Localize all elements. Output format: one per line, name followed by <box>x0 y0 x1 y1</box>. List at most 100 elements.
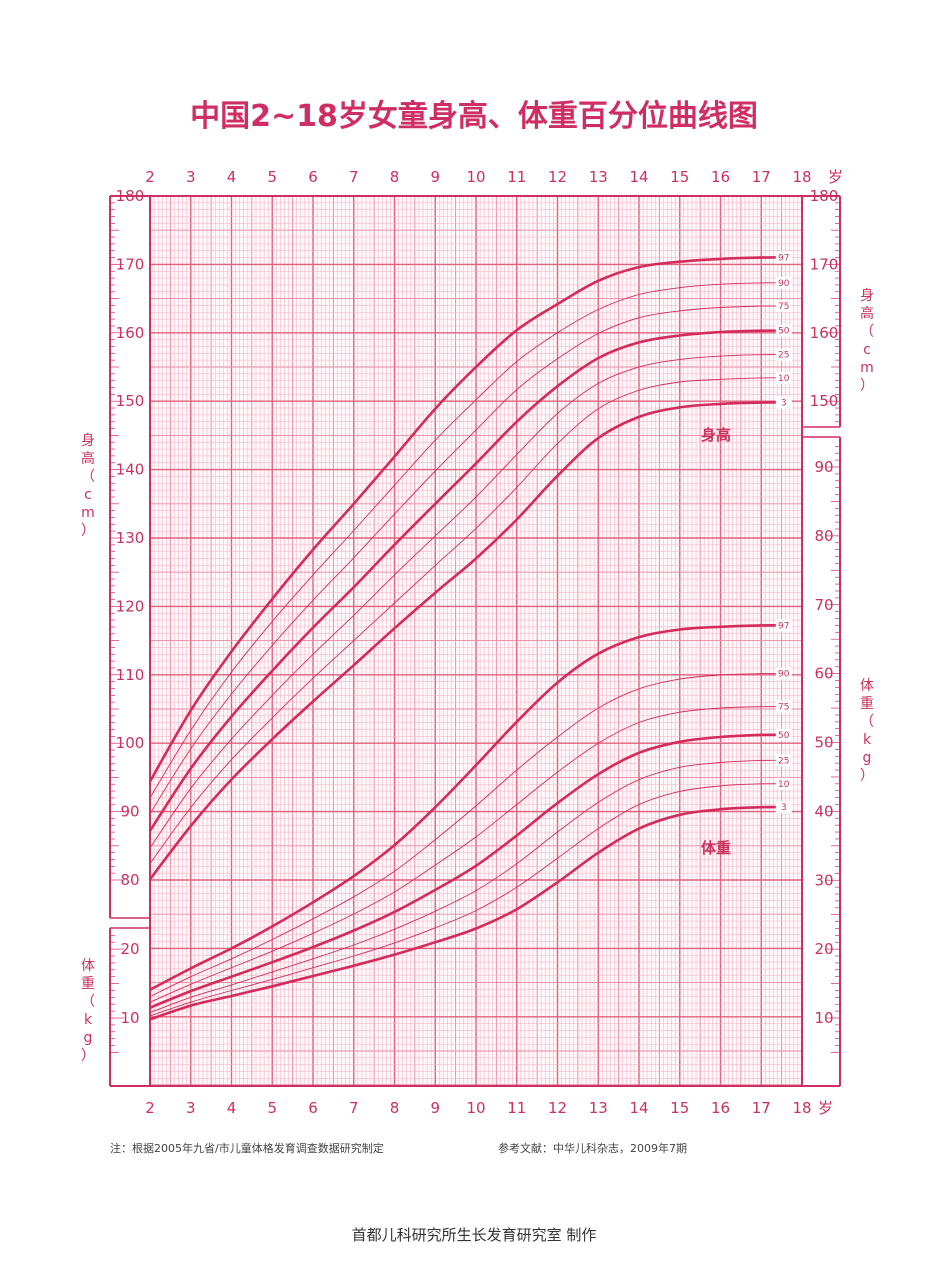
height-percentile-label-p75: 75 <box>778 302 789 312</box>
x-tick-label-top: 18 <box>792 168 811 186</box>
height-curve-p3 <box>148 401 790 881</box>
weight-label-bg-p50 <box>775 728 792 741</box>
height-axis-title-right: 高 <box>860 305 874 322</box>
x-tick-label-top: 10 <box>466 168 485 186</box>
height-axis-title-left: c <box>84 487 92 503</box>
x-tick-label-bottom: 17 <box>752 1099 771 1117</box>
x-tick-label-top: 12 <box>548 168 567 186</box>
weight-tick-label-right: 30 <box>814 871 833 889</box>
height-percentile-label-p90: 90 <box>778 279 790 289</box>
x-tick-label-bottom: 14 <box>629 1099 648 1117</box>
x-tick-label-top: 7 <box>349 168 359 186</box>
weight-axis-title-right: k <box>863 732 872 748</box>
x-tick-label-bottom: 7 <box>349 1099 359 1117</box>
weight-axis-title-left: ） <box>81 1048 95 1064</box>
x-tick-label-top: 14 <box>629 168 648 186</box>
height-label-bg-p75 <box>775 300 792 313</box>
weight-tick-label-right: 10 <box>814 1009 833 1027</box>
weight-axis-title-right: 重 <box>860 696 874 712</box>
height-axis-title-left: m <box>81 505 95 521</box>
weight-tick-label-right: 70 <box>814 596 833 614</box>
height-axis-title-right: m <box>860 360 874 376</box>
height-label-bg-p25 <box>775 348 792 361</box>
x-tick-label-bottom: 4 <box>227 1099 237 1117</box>
height-tick-label-left: 90 <box>120 803 139 821</box>
x-tick-label-top: 2 <box>145 168 155 186</box>
weight-label-bg-p97 <box>775 619 792 632</box>
height-percentile-label-p97: 97 <box>778 254 789 264</box>
height-tick-label-left: 160 <box>116 324 145 342</box>
height-tick-label-left: 110 <box>116 666 145 684</box>
height-tick-label-left: 120 <box>116 597 145 615</box>
weight-curve-p97 <box>149 624 790 991</box>
weight-axis-title-right: （ <box>860 714 874 730</box>
weight-tick-label-right: 40 <box>814 802 833 820</box>
chart-frame <box>109 195 841 1087</box>
height-label-bg-p90 <box>775 276 792 289</box>
x-tick-label-bottom: 18 <box>792 1099 811 1117</box>
x-tick-label-bottom: 10 <box>466 1099 485 1117</box>
height-tick-label-left: 140 <box>116 461 145 479</box>
weight-axis-title-left: （ <box>81 994 95 1010</box>
height-tick-label-right: 170 <box>810 255 839 273</box>
weight-label-bg-p25 <box>775 754 792 767</box>
weight-axis-title-right: 体 <box>860 678 874 694</box>
height-axis-title-right: 身 <box>860 288 874 304</box>
axis-labels: 2 2 3 3 4 4 5 5 6 6 7 7 8 8 9 9 10 10 11 11 12 12 13 13 14 14 15 15… <box>81 168 874 1117</box>
grid <box>149 195 803 1086</box>
x-tick-label-bottom: 9 <box>430 1099 440 1117</box>
weight-tick-label-right: 60 <box>814 665 833 683</box>
weight-axis-title-right: g <box>863 750 872 766</box>
weight-tick-label-right: 20 <box>814 940 833 958</box>
weight-percentile-label-p3: 3 <box>781 803 787 813</box>
source-note: 注：根据2005年九省/市儿童体格发育调查数据研究制定 <box>110 1141 384 1155</box>
height-label-bg-p97 <box>775 251 792 264</box>
weight-curve-p3 <box>149 805 790 1021</box>
weight-percentile-label-p50: 50 <box>778 731 790 741</box>
footer-credit: 首都儿科研究所生长发育研究室 制作 <box>352 1226 597 1244</box>
x-tick-label-bottom: 3 <box>186 1099 196 1117</box>
weight-curve-label: 体重 <box>701 839 731 857</box>
x-tick-label-bottom: 11 <box>507 1099 526 1117</box>
x-tick-label-bottom: 12 <box>548 1099 567 1117</box>
weight-curve-p10 <box>149 783 790 1017</box>
height-percentile-label-p10: 10 <box>778 374 790 384</box>
height-tick-label-left: 150 <box>116 392 145 410</box>
x-tick-label-bottom: 16 <box>711 1099 730 1117</box>
height-axis-title-right: （ <box>860 324 874 340</box>
height-curve-label: 身高 <box>701 426 731 444</box>
height-curve-p90 <box>149 282 790 799</box>
height-axis-title-right: ） <box>860 378 874 394</box>
chart-title: 中国2~18岁女童身高、体重百分位曲线图 <box>190 99 758 134</box>
weight-tick-label-right: 80 <box>814 527 833 545</box>
weight-label-bg-p75 <box>775 700 792 713</box>
weight-percentile-label-p75: 75 <box>778 703 789 713</box>
x-tick-label-top: 4 <box>227 168 237 186</box>
weight-percentile-label-p97: 97 <box>778 621 789 631</box>
weight-axis-title-left: 体 <box>81 958 95 974</box>
weight-curve-p25 <box>149 759 790 1013</box>
x-tick-label-top: 17 <box>752 168 771 186</box>
x-tick-label-bottom: 13 <box>589 1099 608 1117</box>
x-unit-top: 岁 <box>828 168 843 186</box>
x-tick-label-top: 11 <box>507 168 526 186</box>
weight-label-bg-p3 <box>775 801 792 814</box>
weight-tick-label-left: 20 <box>120 940 139 958</box>
height-tick-label-right: 160 <box>810 324 839 342</box>
weight-axis-title-left: g <box>84 1030 93 1046</box>
height-tick-label-right: 150 <box>810 392 839 410</box>
weight-tick-label-left: 10 <box>120 1009 139 1027</box>
height-axis-title-left: 高 <box>81 450 95 467</box>
height-axis-title-left: （ <box>81 469 95 485</box>
height-axis-title-right: c <box>863 342 871 358</box>
weight-curve-p75 <box>149 706 790 1003</box>
percentile-curves: 3 10 25 50 75 90 97 3 10 25 50 75 90 97 <box>148 251 792 1021</box>
x-tick-label-top: 16 <box>711 168 730 186</box>
height-tick-label-left: 80 <box>120 871 139 889</box>
height-label-bg-p10 <box>775 371 792 384</box>
x-tick-label-bottom: 5 <box>267 1099 277 1117</box>
x-tick-label-top: 3 <box>186 168 196 186</box>
x-tick-label-top: 15 <box>670 168 689 186</box>
x-tick-label-top: 6 <box>308 168 318 186</box>
height-percentile-label-p50: 50 <box>778 327 790 337</box>
